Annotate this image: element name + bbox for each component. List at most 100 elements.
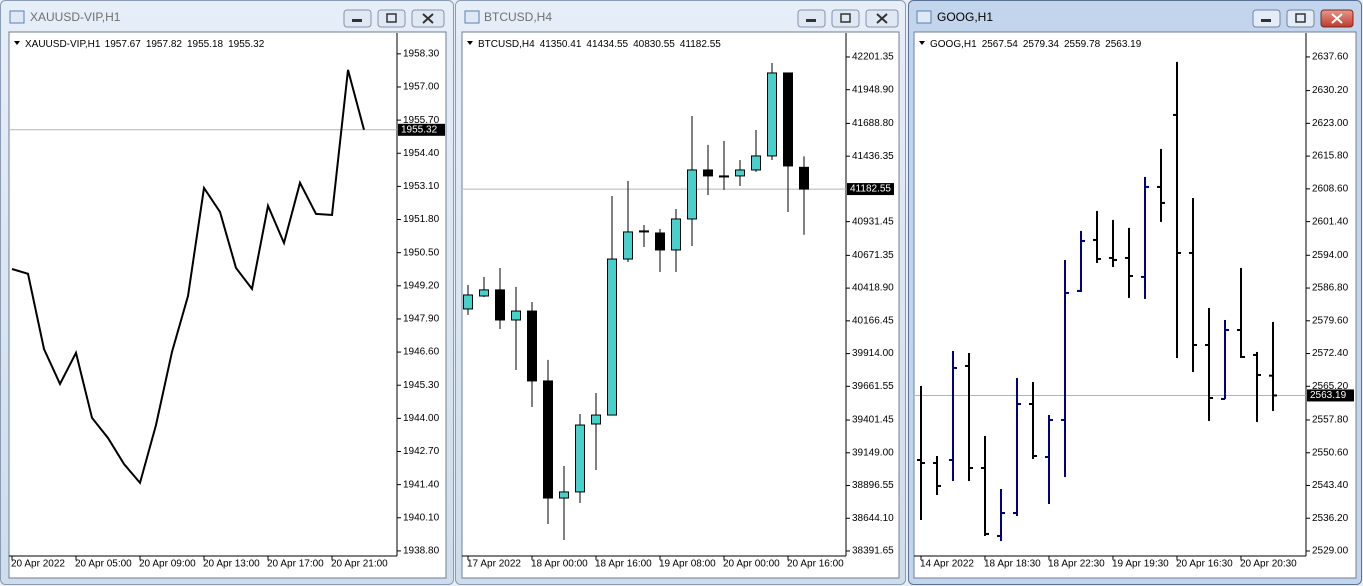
- y-tick-label: 2543.40: [1312, 480, 1349, 491]
- restore-button[interactable]: [1286, 9, 1315, 28]
- x-tick-label: 18 Apr 18:30: [984, 559, 1041, 570]
- restore-button[interactable]: [377, 9, 406, 28]
- price-label-box: [398, 123, 445, 136]
- candle-body: [639, 230, 649, 233]
- y-tick-label: 1942.70: [403, 446, 440, 457]
- x-tick-label: 20 Apr 2022: [11, 559, 65, 570]
- window-icon: [916, 10, 932, 24]
- x-tick-label: 18 Apr 16:00: [595, 559, 652, 570]
- y-tick-label: 2579.60: [1312, 315, 1349, 326]
- y-tick-label: 1947.90: [403, 314, 440, 325]
- y-tick-label: 1940.10: [403, 512, 440, 523]
- ohlc-value: 1957.82: [146, 39, 183, 50]
- y-tick-label: 41948.90: [852, 84, 894, 95]
- restore-icon: [1295, 13, 1306, 23]
- minimize-icon: [806, 19, 816, 22]
- window: GOOG,H1: [908, 0, 1362, 585]
- y-tick-label: 2557.80: [1312, 415, 1349, 426]
- y-tick-label: 2637.60: [1312, 52, 1349, 63]
- x-tick-label: 20 Apr 21:00: [331, 559, 388, 570]
- x-tick-label: 20 Apr 05:00: [75, 559, 132, 570]
- dropdown-arrow: [467, 41, 473, 45]
- y-tick-label: 39661.55: [852, 381, 894, 392]
- chart-header: GOOG,H1 2567.54 2579.34 2559.78 2563.19: [930, 39, 1142, 50]
- y-tick-label: 1946.60: [403, 347, 440, 358]
- candle-body: [735, 169, 745, 177]
- price-label: 41182.55: [850, 184, 891, 195]
- y-tick-label: 1949.20: [403, 280, 440, 291]
- price-label: 1955.32: [401, 124, 438, 135]
- y-tick-label: 39401.45: [852, 415, 894, 426]
- candle-body: [527, 310, 537, 382]
- window-title: XAUUSD-VIP,H1: [30, 10, 121, 24]
- dropdown-arrow: [919, 41, 925, 45]
- x-tick-label: 18 Apr 22:30: [1048, 559, 1105, 570]
- y-tick-label: 38896.55: [852, 480, 894, 491]
- candle-body: [543, 380, 553, 499]
- close-icon: [876, 13, 888, 24]
- chart-canvas: [913, 31, 1357, 579]
- ohlc-value: 41434.55: [586, 39, 628, 50]
- x-tick-label: 20 Apr 20:30: [1240, 559, 1297, 570]
- y-tick-label: 1957.00: [403, 82, 440, 93]
- candle-body: [511, 310, 521, 321]
- y-tick-label: 41688.80: [852, 118, 894, 129]
- y-tick-label: 1955.70: [403, 115, 440, 126]
- y-tick-label: 2572.40: [1312, 348, 1349, 359]
- y-tick-label: 42201.35: [852, 52, 894, 63]
- price-label-box: [847, 183, 894, 196]
- window: XAUUSD-VIP,H1: [0, 0, 454, 585]
- price-label-box: [1307, 389, 1354, 402]
- ohlc-value: 2579.34: [1023, 39, 1060, 50]
- minimize-button[interactable]: [797, 9, 826, 28]
- x-tick-label: 20 Apr 16:00: [787, 559, 844, 570]
- window-title: GOOG,H1: [937, 10, 993, 24]
- candle-body: [575, 424, 585, 493]
- y-tick-label: 39149.00: [852, 447, 894, 458]
- minimize-button[interactable]: [1252, 9, 1281, 28]
- y-tick-label: 40931.45: [852, 216, 894, 227]
- chart-canvas: [8, 31, 447, 579]
- y-tick-label: 2586.80: [1312, 283, 1349, 294]
- candle-body: [623, 231, 633, 260]
- price-series: [11, 69, 365, 485]
- y-tick-label: 1941.40: [403, 479, 440, 490]
- ohlc-value: 2563.19: [1105, 39, 1142, 50]
- minimize-icon: [1261, 19, 1271, 22]
- restore-icon: [840, 13, 851, 23]
- x-tick-label: 20 Apr 16:30: [1176, 559, 1233, 570]
- ohlc-value: 41182.55: [680, 39, 721, 50]
- restore-button[interactable]: [831, 9, 860, 28]
- close-icon: [1331, 13, 1343, 24]
- candle-body: [703, 169, 713, 177]
- x-tick-label: 19 Apr 19:30: [1112, 559, 1169, 570]
- y-tick-label: 1944.00: [403, 413, 440, 424]
- chart-header: BTCUSD,H4 41350.41 41434.55 40830.55 41182.5…: [478, 39, 721, 50]
- close-icon: [422, 13, 434, 24]
- x-tick-label: 20 Apr 00:00: [723, 559, 780, 570]
- ohlc-value: 1955.32: [228, 39, 265, 50]
- minimize-button[interactable]: [343, 9, 372, 28]
- window-title: BTCUSD,H4: [484, 10, 552, 24]
- candle-body: [783, 72, 793, 167]
- candle-body: [479, 289, 489, 297]
- y-tick-label: 2608.60: [1312, 184, 1349, 195]
- candle-body: [607, 258, 617, 416]
- candle-body: [463, 294, 473, 310]
- chart-header: XAUUSD-VIP,H1 1957.67 1957.82 1955.18 1955.3…: [25, 39, 265, 50]
- y-tick-label: 1945.30: [403, 380, 440, 391]
- y-tick-label: 2529.00: [1312, 546, 1349, 557]
- symbol: GOOG,H1: [930, 39, 977, 50]
- ohlc-value: 1957.67: [105, 39, 142, 50]
- y-tick-label: 38391.65: [852, 546, 894, 557]
- window: BTCUSD,H4: [455, 0, 906, 585]
- y-tick-label: 2565.20: [1312, 381, 1349, 392]
- candle-body: [671, 218, 681, 251]
- candle-body: [751, 155, 761, 171]
- candle-body: [719, 175, 729, 178]
- candle-body: [687, 169, 697, 220]
- y-tick-label: 2630.20: [1312, 85, 1349, 96]
- x-tick-label: 20 Apr 13:00: [203, 559, 260, 570]
- window-icon: [9, 10, 25, 24]
